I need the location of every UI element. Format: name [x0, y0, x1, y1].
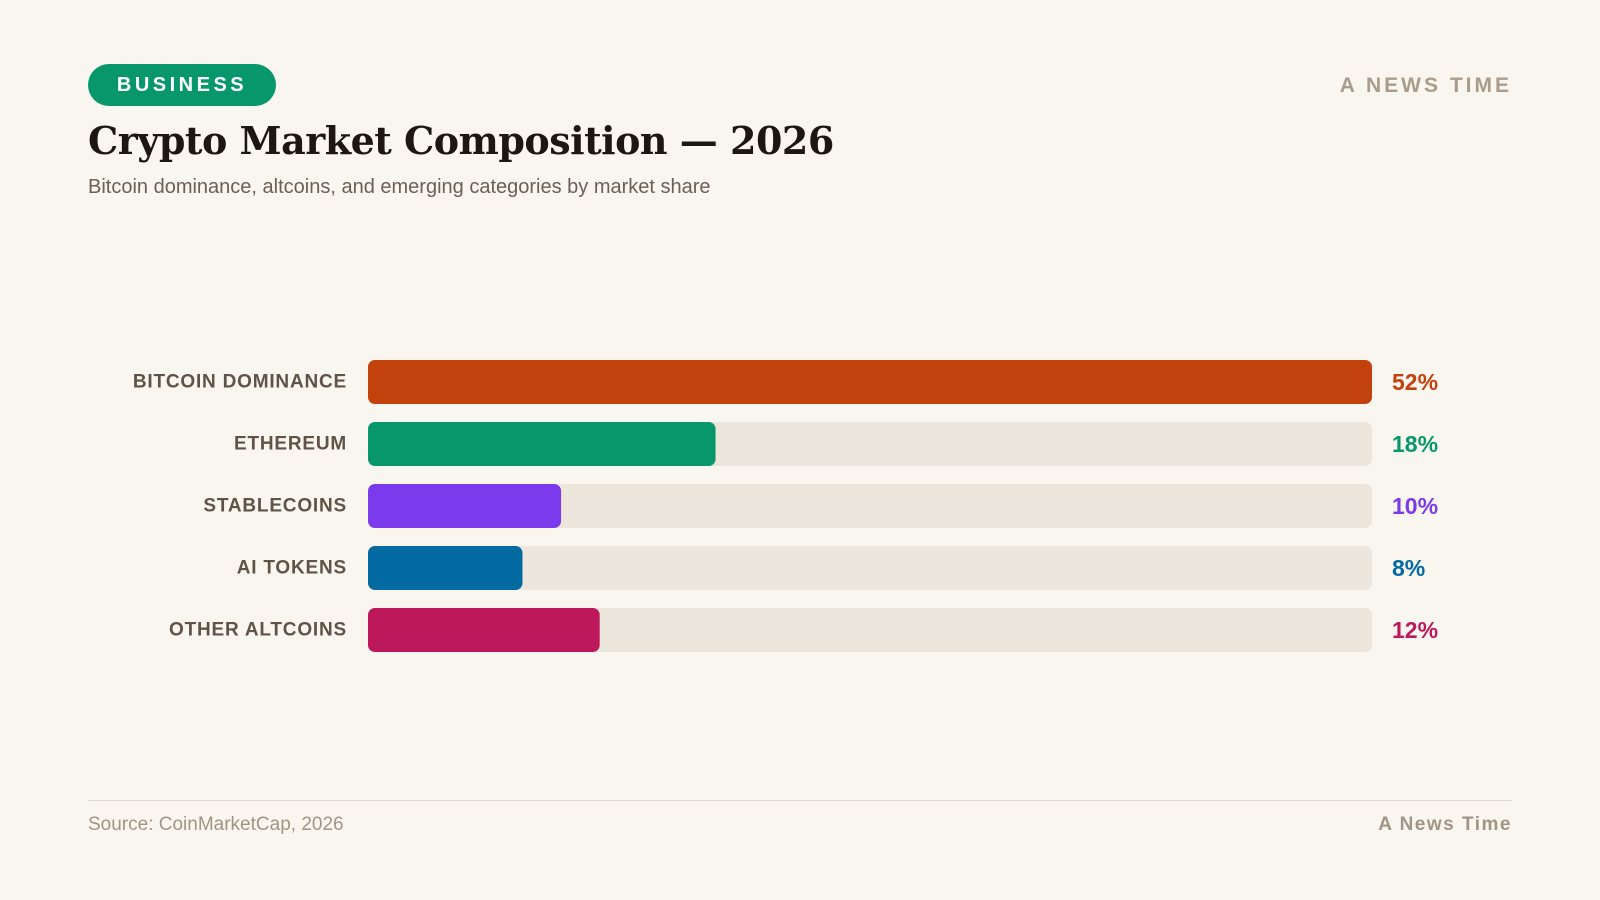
bar-ethereum — [368, 422, 716, 466]
brand-logo-top: A NEWS TIME — [1339, 74, 1512, 97]
bar-track-ai-tokens — [368, 546, 1372, 590]
brand-logo-bottom: A News Time — [1378, 814, 1512, 835]
value-label-ethereum: 18% — [1392, 431, 1438, 457]
bar-ai-tokens — [368, 546, 523, 590]
category-label-bitcoin-dominance: BITCOIN DOMINANCE — [133, 372, 347, 393]
category-label-ethereum: ETHEREUM — [234, 434, 347, 455]
value-label-stablecoins: 10% — [1392, 493, 1438, 519]
category-label-ai-tokens: AI TOKENS — [237, 558, 347, 579]
bar-track-other-altcoins — [368, 608, 1372, 652]
bar-bitcoin-dominance — [368, 360, 1372, 404]
footer-divider — [88, 800, 1512, 801]
value-label-bitcoin-dominance: 52% — [1392, 369, 1438, 395]
source-note: Source: CoinMarketCap, 2026 — [88, 814, 344, 835]
chart-subtitle: Bitcoin dominance, altcoins, and emergin… — [88, 176, 711, 198]
bar-other-altcoins — [368, 608, 600, 652]
value-label-other-altcoins: 12% — [1392, 617, 1438, 643]
category-label-other-altcoins: OTHER ALTCOINS — [169, 620, 347, 641]
category-label-stablecoins: STABLECOINS — [203, 496, 347, 517]
bar-track-stablecoins — [368, 484, 1372, 528]
bar-stablecoins — [368, 484, 562, 528]
value-label-ai-tokens: 8% — [1392, 555, 1425, 581]
category-badge: BUSINESS — [88, 64, 276, 106]
chart-title: Crypto Market Composition — 2026 — [88, 118, 834, 163]
